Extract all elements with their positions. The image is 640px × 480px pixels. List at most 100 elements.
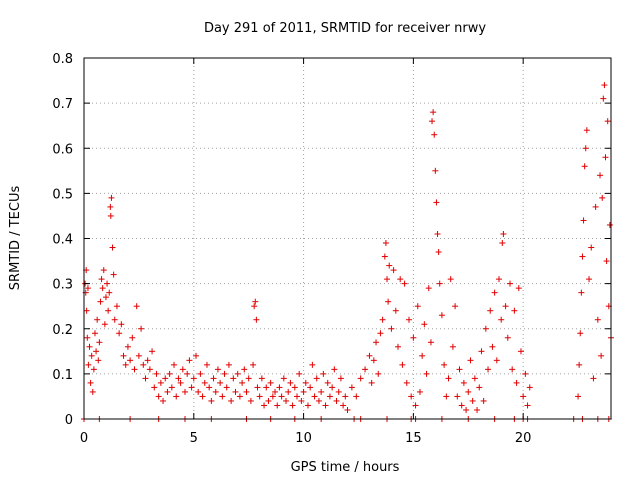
data-point — [162, 375, 169, 382]
data-point — [452, 303, 459, 310]
data-point — [93, 348, 100, 355]
data-point — [357, 375, 364, 382]
data-point — [232, 388, 239, 395]
data-point — [124, 343, 131, 350]
y-tick-label: 0.4 — [52, 233, 73, 248]
data-point — [377, 330, 384, 337]
data-point — [506, 280, 513, 287]
data-point — [366, 352, 373, 359]
data-point — [88, 352, 95, 359]
x-tick-label: 0 — [80, 431, 88, 446]
data-point — [580, 217, 587, 224]
data-point — [311, 393, 318, 400]
data-point — [104, 280, 111, 287]
data-point — [280, 375, 287, 382]
data-point — [577, 330, 584, 337]
data-point — [122, 361, 129, 368]
data-point — [160, 397, 167, 404]
data-point — [98, 276, 105, 283]
data-point — [225, 361, 232, 368]
data-point — [296, 370, 303, 377]
data-point — [429, 118, 436, 125]
data-point — [469, 397, 476, 404]
data-point — [113, 303, 120, 310]
data-point — [485, 366, 492, 373]
data-point — [298, 397, 305, 404]
data-point — [190, 375, 197, 382]
data-point — [129, 334, 136, 341]
data-point — [606, 221, 613, 228]
data-point — [454, 393, 461, 400]
data-point — [604, 118, 611, 125]
x-tick-label: 15 — [405, 431, 422, 446]
data-point — [405, 316, 412, 323]
data-point — [84, 285, 91, 292]
data-point — [590, 375, 597, 382]
data-point — [144, 357, 151, 364]
data-point — [239, 379, 246, 386]
data-point — [313, 375, 320, 382]
y-axis-label: SRMTID / TECUs — [8, 186, 23, 291]
data-point — [333, 397, 340, 404]
data-point — [375, 370, 382, 377]
data-point — [399, 361, 406, 368]
data-point — [94, 316, 101, 323]
data-point — [524, 402, 531, 409]
data-point — [177, 379, 184, 386]
data-point — [272, 388, 279, 395]
data-point — [425, 285, 432, 292]
data-point — [138, 325, 145, 332]
data-point — [390, 267, 397, 274]
data-point — [421, 321, 428, 328]
data-point — [203, 361, 210, 368]
data-point — [331, 366, 338, 373]
data-point — [482, 325, 489, 332]
data-point — [520, 393, 527, 400]
data-point — [300, 388, 307, 395]
data-point — [96, 339, 103, 346]
data-point — [509, 366, 516, 373]
data-point — [401, 280, 408, 287]
data-point — [445, 375, 452, 382]
data-point — [322, 402, 329, 409]
data-point — [348, 384, 355, 391]
data-point — [504, 334, 511, 341]
data-point — [105, 307, 112, 314]
chart-title: Day 291 of 2011, SRMTID for receiver nrw… — [204, 21, 486, 36]
data-point — [245, 375, 252, 382]
data-point — [228, 397, 235, 404]
data-point — [471, 375, 478, 382]
data-point — [456, 366, 463, 373]
y-tick-label: 0.7 — [52, 97, 73, 112]
data-points — [81, 82, 614, 422]
data-point — [513, 379, 520, 386]
data-point — [423, 370, 430, 377]
data-point — [344, 406, 351, 413]
data-point — [258, 375, 265, 382]
data-point — [219, 393, 226, 400]
data-point — [526, 384, 533, 391]
data-point — [419, 352, 426, 359]
data-point — [251, 303, 258, 310]
data-point — [91, 330, 98, 337]
data-point — [106, 289, 113, 296]
data-point — [498, 316, 505, 323]
data-point — [247, 397, 254, 404]
x-axis-label: GPS time / hours — [291, 460, 400, 475]
grid — [84, 58, 611, 419]
data-point — [397, 276, 404, 283]
data-point — [370, 357, 377, 364]
data-point — [385, 298, 392, 305]
data-point — [449, 343, 456, 350]
data-point — [435, 249, 442, 256]
data-point — [329, 384, 336, 391]
data-point — [408, 393, 415, 400]
data-point — [265, 397, 272, 404]
data-point — [597, 172, 604, 179]
data-point — [379, 316, 386, 323]
data-point — [353, 393, 360, 400]
data-point — [210, 375, 217, 382]
data-point — [97, 298, 104, 305]
data-point — [135, 352, 142, 359]
data-point — [214, 366, 221, 373]
